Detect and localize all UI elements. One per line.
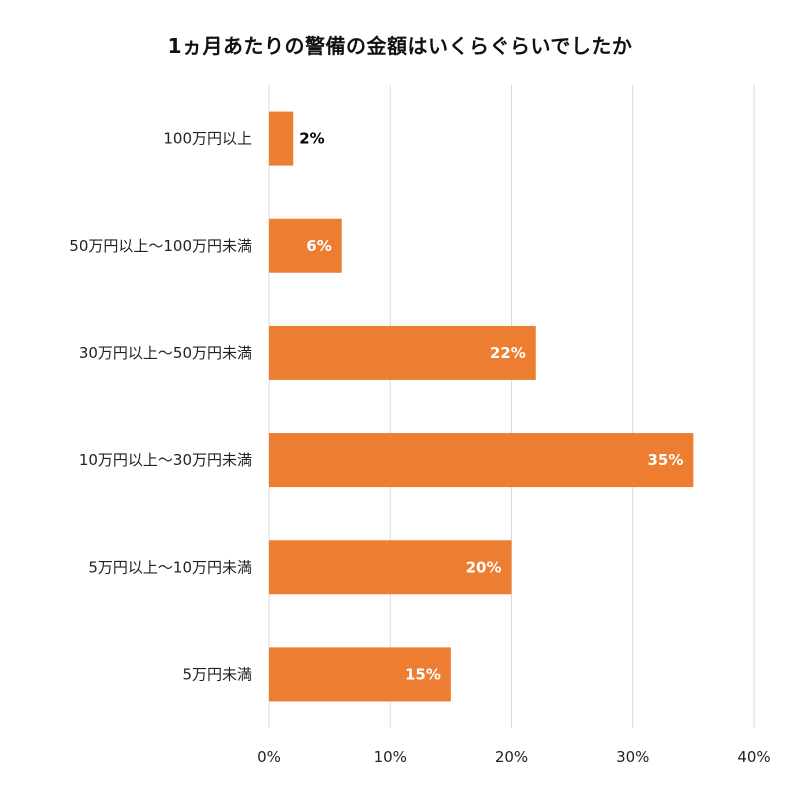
bar <box>269 433 694 488</box>
data-label: 20% <box>466 558 502 576</box>
category-label: 10万円以上～30万円未満 <box>79 451 252 469</box>
bar <box>269 540 512 595</box>
data-label: 2% <box>299 130 324 148</box>
x-tick-label: 0% <box>257 748 281 766</box>
label-layer: 2% 6% 22% 35% 20% 15% <box>299 130 683 684</box>
chart-title: 1ヵ月あたりの警備の金額はいくらぐらいでしたか <box>167 34 633 58</box>
bar-layer <box>269 111 694 702</box>
data-label: 35% <box>647 451 683 469</box>
category-label: 5万円以上～10万円未満 <box>88 558 252 576</box>
data-label: 6% <box>306 237 331 255</box>
axis-layer: 0% 10% 20% 30% 40% 100万円以上 50万円以上～100万円未満 30万円以… <box>69 130 770 766</box>
bar <box>269 325 536 380</box>
category-label: 100万円以上 <box>163 130 252 148</box>
bar <box>269 111 294 166</box>
bar <box>269 218 342 273</box>
grid-layer <box>268 85 755 728</box>
data-label: 22% <box>490 344 526 362</box>
bar <box>269 647 451 702</box>
category-label: 5万円未満 <box>182 665 252 683</box>
x-tick-label: 40% <box>737 748 770 766</box>
x-tick-label: 30% <box>616 748 649 766</box>
x-tick-label: 10% <box>374 748 407 766</box>
x-tick-label: 20% <box>495 748 528 766</box>
category-label: 50万円以上～100万円未満 <box>69 237 252 255</box>
data-label: 15% <box>405 665 441 683</box>
category-label: 30万円以上～50万円未満 <box>79 344 252 362</box>
